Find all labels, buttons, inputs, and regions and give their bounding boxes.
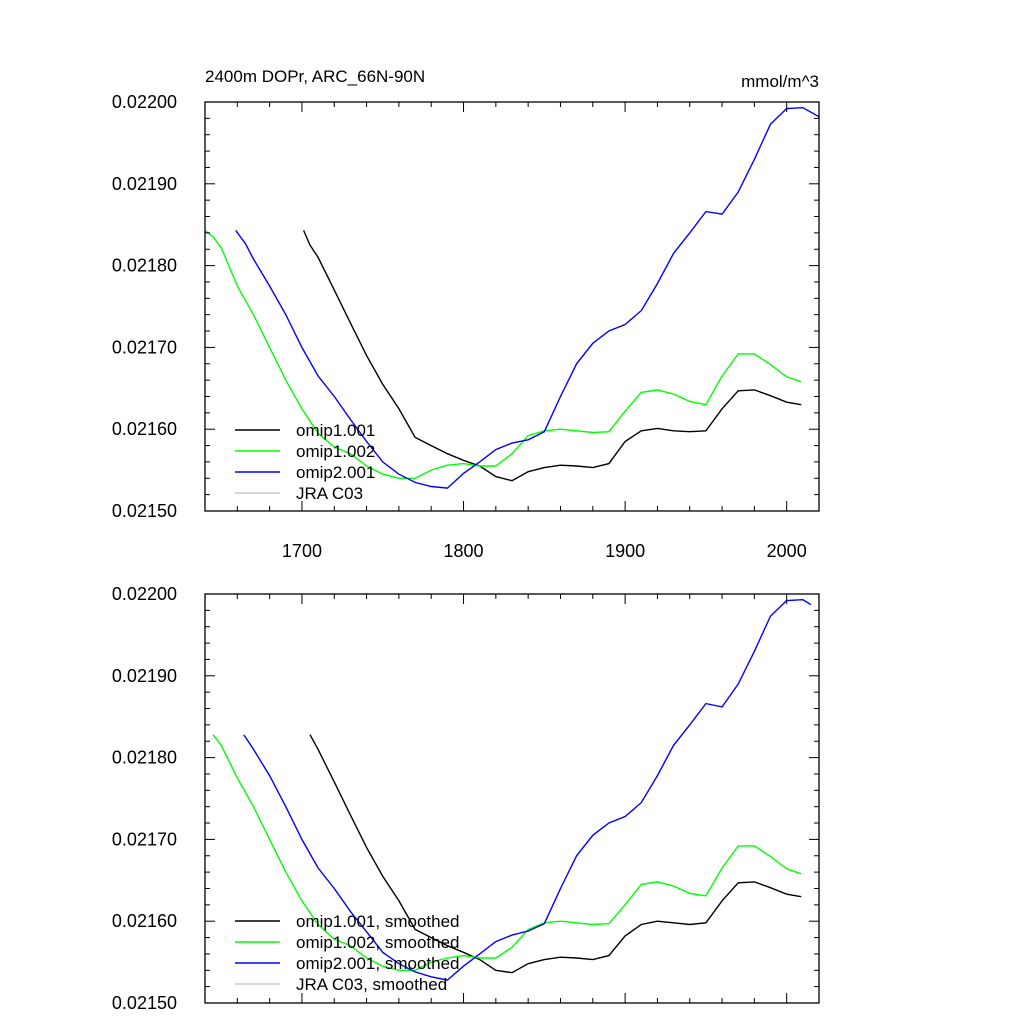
top-series-layer xyxy=(204,106,820,489)
top-series-line-2 xyxy=(204,229,802,479)
top-legend-label-2: omip1.002 xyxy=(296,442,375,461)
top-panel: 0.02150 0.02160 0.02170 0.02180 0.02190 0.022… xyxy=(112,67,820,561)
top-plot-frame xyxy=(204,101,820,512)
bottom-y-tick-label: 0.02150 xyxy=(112,993,177,1013)
bottom-series-line-3 xyxy=(243,598,812,981)
bottom-legend-label-1: omip1.001, smoothed xyxy=(296,912,460,931)
top-legend-label-3: omip2.001 xyxy=(296,463,375,482)
bottom-y-tick-label: 0.02180 xyxy=(112,748,177,768)
top-legend: omip1.001 omip1.002 omip2.001 JRA C03 xyxy=(235,421,375,503)
top-y-tick-label: 0.02160 xyxy=(112,419,177,439)
top-ticks-layer: 0.02150 0.02160 0.02170 0.02180 0.02190 0.022… xyxy=(112,92,820,561)
bottom-series-layer xyxy=(212,598,812,981)
bottom-legend-label-4: JRA C03, smoothed xyxy=(296,975,447,994)
bottom-y-tick-label: 0.02170 xyxy=(112,829,177,849)
top-x-tick-label: 2000 xyxy=(767,541,807,561)
top-y-tick-label: 0.02150 xyxy=(112,501,177,521)
bottom-series-line-2 xyxy=(212,734,802,971)
top-series-line-3 xyxy=(235,106,820,489)
top-y-tick-label: 0.02190 xyxy=(112,174,177,194)
top-x-tick-label: 1800 xyxy=(444,541,484,561)
bottom-plot-frame xyxy=(204,593,820,1004)
bottom-y-tick-label: 0.02190 xyxy=(112,666,177,686)
bottom-ticks-layer: 0.02150 0.02160 0.02170 0.02180 0.02190 0.022… xyxy=(112,584,820,1013)
bottom-legend: omip1.001, smoothed omip1.002, smoothed om… xyxy=(235,912,460,994)
top-y-tick-label: 0.02180 xyxy=(112,256,177,276)
bottom-legend-label-2: omip1.002, smoothed xyxy=(296,933,460,952)
top-legend-label-1: omip1.001 xyxy=(296,421,375,440)
top-x-tick-label: 1700 xyxy=(282,541,322,561)
top-chart-units: mmol/m^3 xyxy=(741,72,819,91)
top-chart-title: 2400m DOPr, ARC_66N-90N xyxy=(205,67,425,86)
bottom-y-tick-label: 0.02160 xyxy=(112,911,177,931)
top-legend-label-4: JRA C03 xyxy=(296,484,363,503)
bottom-y-tick-label: 0.02200 xyxy=(112,584,177,604)
top-x-tick-label: 1900 xyxy=(605,541,645,561)
bottom-series-line-1 xyxy=(309,734,802,974)
bottom-panel: 0.02150 0.02160 0.02170 0.02180 0.02190 0.022… xyxy=(112,584,820,1013)
top-series-line-1 xyxy=(302,230,802,482)
bottom-legend-label-3: omip2.001, smoothed xyxy=(296,954,460,973)
top-y-tick-label: 0.02200 xyxy=(112,92,177,112)
top-y-tick-label: 0.02170 xyxy=(112,337,177,357)
